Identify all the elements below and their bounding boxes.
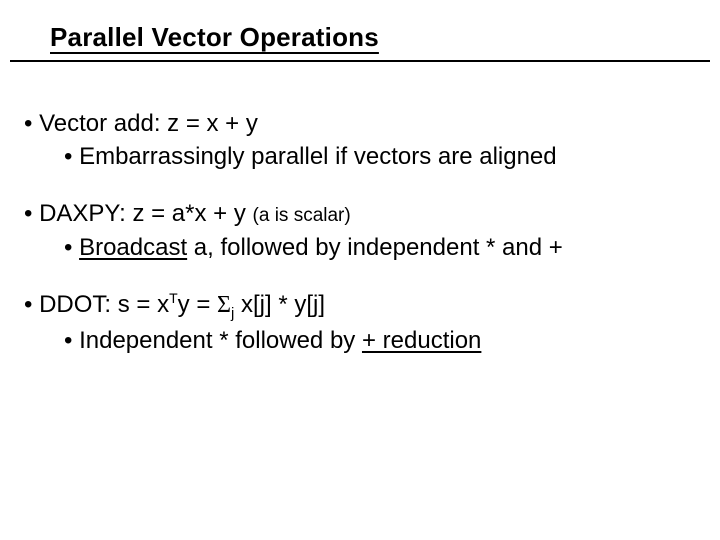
daxpy-label: • DAXPY: bbox=[24, 200, 132, 227]
vector-add-label: • Vector add: bbox=[24, 110, 167, 137]
ddot-line: • DDOT: s = xTy = Σj x[j] * y[j] bbox=[24, 289, 696, 323]
vector-add-formula: z = x + y bbox=[167, 110, 258, 137]
daxpy-line: • DAXPY: z = a*x + y (a is scalar) bbox=[24, 198, 696, 229]
daxpy-sub: • Broadcast a, followed by independent *… bbox=[64, 232, 696, 263]
ddot-formula-post: x[j] * y[j] bbox=[234, 291, 325, 318]
ddot-sub-lead: Independent * followed by bbox=[79, 327, 362, 354]
bullet-ddot: • DDOT: s = xTy = Σj x[j] * y[j] • Indep… bbox=[24, 289, 696, 356]
bullet-vector-add: • Vector add: z = x + y • Embarrassingly… bbox=[24, 108, 696, 172]
ddot-formula-pre: s = x bbox=[118, 291, 169, 318]
vector-add-sub-bullet: • bbox=[64, 143, 79, 170]
slide-title: Parallel Vector Operations bbox=[50, 22, 379, 52]
daxpy-sub-underlined: Broadcast bbox=[79, 234, 187, 261]
ddot-formula-mid: y = bbox=[178, 291, 217, 318]
bullet-daxpy: • DAXPY: z = a*x + y (a is scalar) • Bro… bbox=[24, 198, 696, 262]
ddot-sub: • Independent * followed by + reduction bbox=[64, 325, 696, 356]
ddot-label: • DDOT: bbox=[24, 291, 118, 318]
vector-add-line: • Vector add: z = x + y bbox=[24, 108, 696, 139]
ddot-sub-underlined: + reduction bbox=[362, 327, 481, 354]
daxpy-sub-rest: a, followed by independent * and + bbox=[187, 234, 563, 261]
ddot-sub-bullet: • bbox=[64, 327, 79, 354]
slide: Parallel Vector Operations • Vector add:… bbox=[0, 0, 720, 540]
daxpy-sub-bullet: • bbox=[64, 234, 79, 261]
ddot-formula-sup: T bbox=[169, 290, 178, 306]
sigma-icon: Σ bbox=[217, 292, 231, 318]
body-content: • Vector add: z = x + y • Embarrassingly… bbox=[24, 108, 696, 382]
daxpy-note: (a is scalar) bbox=[253, 205, 351, 226]
horizontal-rule bbox=[10, 60, 710, 62]
vector-add-sub: • Embarrassingly parallel if vectors are… bbox=[64, 141, 696, 172]
daxpy-formula: z = a*x + y bbox=[132, 200, 252, 227]
vector-add-sub-text: Embarrassingly parallel if vectors are a… bbox=[79, 143, 557, 170]
title-wrap: Parallel Vector Operations bbox=[50, 22, 670, 53]
